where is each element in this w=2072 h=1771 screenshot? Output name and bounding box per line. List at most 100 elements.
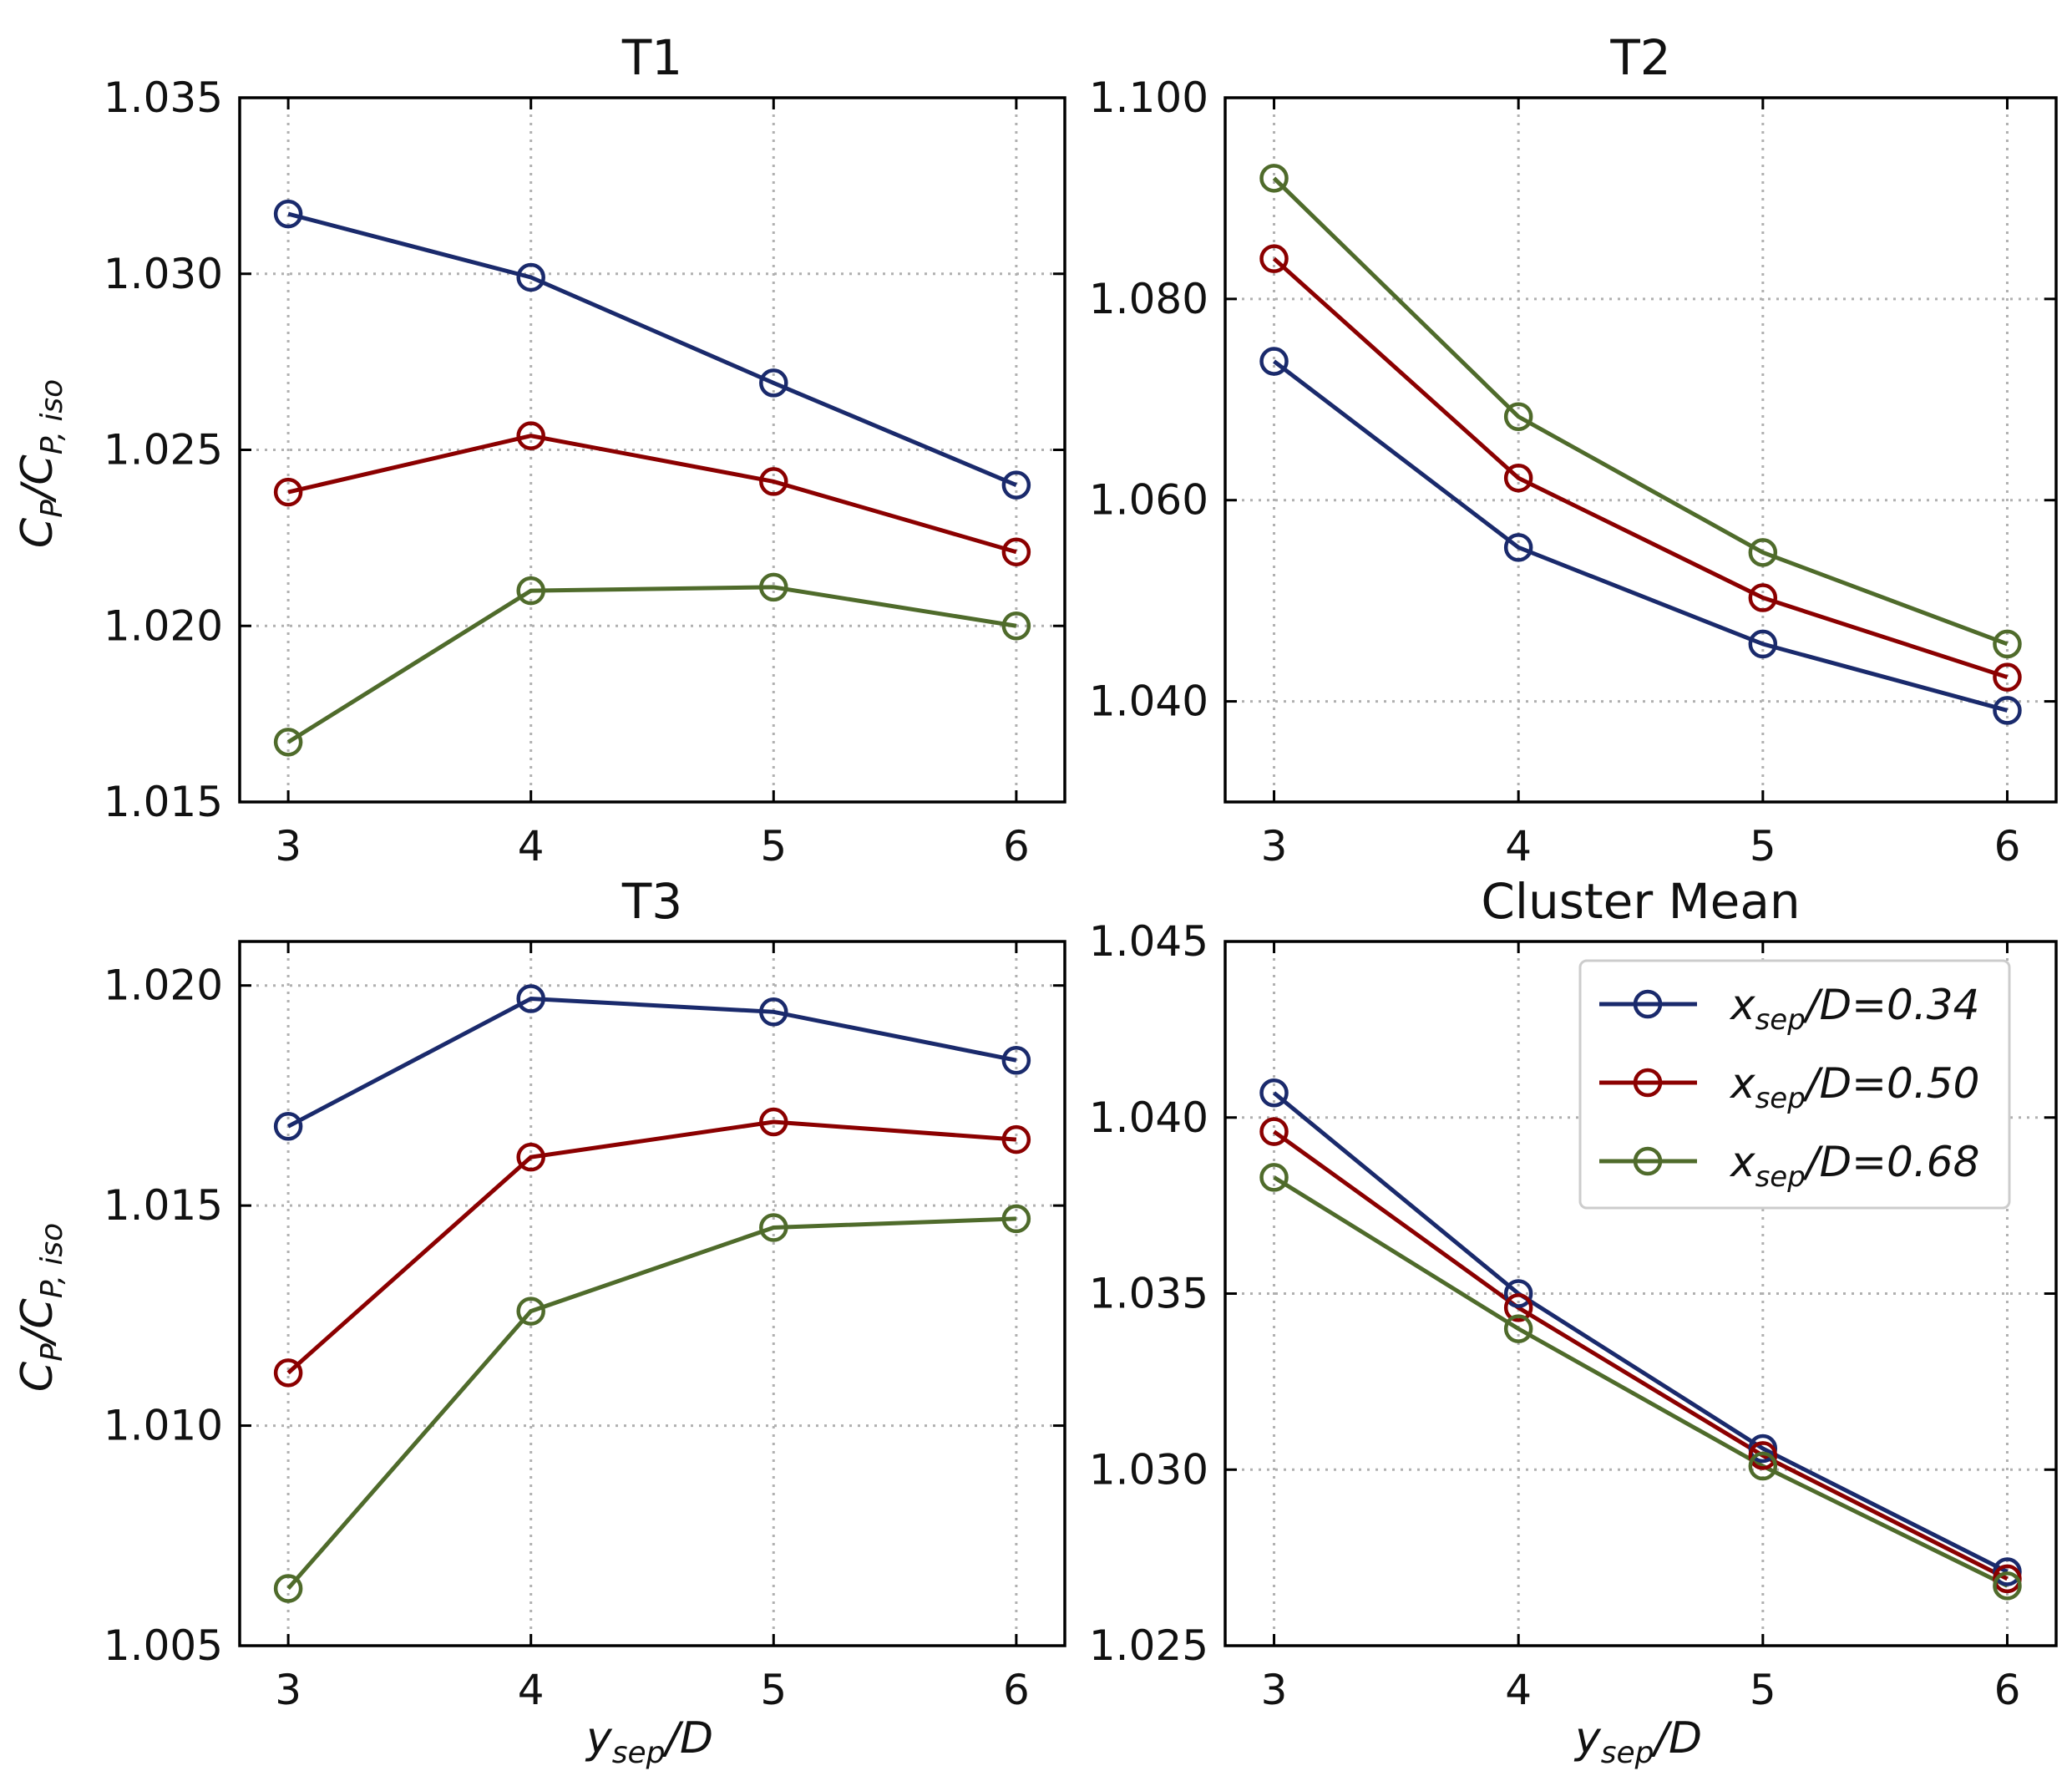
data-point [759, 368, 788, 398]
data-point [1503, 533, 1533, 562]
x-tick-label: 4 [518, 1666, 545, 1714]
y-tick-label: 1.010 [104, 1402, 223, 1450]
series-line [1273, 1175, 2009, 1588]
legend: xsep/D=0.34 xsep/D=0.50 xsep/D=0.68 [1578, 959, 2011, 1210]
x-tick-label: 6 [1994, 1666, 2021, 1714]
data-point [1993, 696, 2022, 725]
data-point [516, 1142, 545, 1172]
data-point [759, 997, 788, 1027]
data-point [273, 477, 303, 507]
y-tick-label: 1.035 [104, 74, 223, 122]
x-axis-label-right: ysep/D [1573, 1713, 1702, 1770]
data-point [1503, 463, 1533, 493]
x-tick-label: 3 [1261, 822, 1288, 870]
x-tick-label: 3 [275, 1666, 301, 1714]
y-axis-label-top: CP/CP, iso [13, 379, 69, 548]
panel-title: T3 [621, 873, 682, 930]
y-tick-label: 1.035 [1089, 1270, 1208, 1318]
panel-title: Cluster Mean [1481, 873, 1800, 930]
legend-label-0: xsep/D=0.34 [1729, 981, 1979, 1037]
data-point [516, 576, 545, 606]
legend-label-1: xsep/D=0.50 [1729, 1059, 1979, 1115]
data-point [516, 984, 545, 1013]
data-point [1001, 1124, 1031, 1154]
series-line [287, 211, 1017, 487]
data-point [273, 728, 303, 757]
y-tick-label: 1.045 [1089, 917, 1208, 966]
y-tick-label: 1.080 [1089, 275, 1208, 323]
data-point [1259, 1117, 1289, 1146]
legend-entry: xsep/D=0.50 [1599, 1059, 1979, 1115]
series-line [1272, 256, 2009, 680]
y-tick-label: 1.030 [104, 250, 223, 298]
panel-t2: 3 4 5 6 1.040 1.060 1.080 1.100 T2 [1089, 29, 2058, 870]
data-point [1001, 1046, 1031, 1075]
data-point [1259, 244, 1289, 273]
y-tick-label: 1.025 [104, 426, 223, 474]
data-point [1503, 1314, 1533, 1343]
data-point [1748, 1441, 1778, 1470]
x-tick-label: 5 [1750, 1666, 1776, 1714]
series-line [1272, 176, 2009, 647]
data-point [273, 1358, 303, 1388]
data-point [1748, 1451, 1778, 1481]
x-tick-label: 6 [1003, 822, 1030, 870]
series-line [287, 434, 1017, 555]
data-point [1748, 583, 1778, 612]
data-point [1001, 1204, 1031, 1234]
legend-label-2: xsep/D=0.68 [1729, 1138, 1979, 1194]
data-point [759, 467, 788, 496]
series-line [1273, 1129, 2009, 1581]
x-tick-label: 6 [1003, 1666, 1030, 1714]
y-tick-label: 1.015 [104, 1181, 223, 1230]
y-tick-label: 1.040 [1089, 1094, 1208, 1142]
y-tick-label: 1.030 [1089, 1445, 1208, 1494]
series-line [286, 1216, 1016, 1591]
data-point [1001, 537, 1031, 566]
x-axis-label-left: ysep/D [585, 1713, 713, 1770]
x-tick-label: 3 [1261, 1666, 1288, 1714]
legend-marker-0 [1633, 989, 1663, 1019]
axes-frame [238, 940, 1066, 1647]
y-tick-label: 1.015 [104, 778, 223, 826]
panel-title: T1 [621, 29, 682, 86]
legend-entry: xsep/D=0.68 [1599, 1138, 1979, 1194]
x-tick-label: 5 [760, 1666, 787, 1714]
x-tick-label: 3 [275, 822, 301, 870]
series-line [1272, 1091, 2009, 1574]
x-tick-label: 5 [1750, 822, 1776, 870]
data-point [516, 421, 545, 450]
data-point [1259, 1078, 1289, 1108]
series-line [286, 585, 1017, 744]
data-point [1993, 629, 2022, 659]
y-tick-label: 1.060 [1089, 476, 1208, 525]
y-axis-label-bottom: CP/CP, iso [13, 1223, 69, 1392]
panel-title: T2 [1609, 29, 1670, 86]
data-point [759, 572, 788, 602]
data-point [1503, 1279, 1533, 1308]
y-tick-label: 1.020 [104, 601, 223, 650]
axes-frame [1223, 96, 2058, 804]
y-tick-label: 1.040 [1089, 677, 1208, 726]
data-point [1001, 470, 1031, 500]
data-point [516, 262, 545, 292]
panel-t3: 3 4 5 6 1.005 1.010 1.015 1.020 T3 [104, 873, 1066, 1714]
data-point [1001, 611, 1031, 641]
panel-t1: 3 4 5 6 1.015 1.020 1.025 1.030 1.035 T1 [104, 29, 1066, 870]
data-point [1993, 1571, 2022, 1601]
series-line [286, 1119, 1017, 1375]
data-point [759, 1107, 788, 1137]
series-line [286, 996, 1017, 1129]
x-tick-label: 4 [518, 822, 545, 870]
data-point [1259, 347, 1289, 376]
data-point [273, 1112, 303, 1141]
data-point [1503, 1293, 1533, 1322]
data-point [1993, 662, 2022, 692]
data-point [273, 1574, 303, 1603]
data-point [1503, 402, 1533, 432]
y-tick-label: 1.100 [1089, 74, 1208, 122]
legend-entry: xsep/D=0.34 [1599, 981, 1979, 1037]
y-tick-label: 1.025 [1089, 1621, 1208, 1670]
